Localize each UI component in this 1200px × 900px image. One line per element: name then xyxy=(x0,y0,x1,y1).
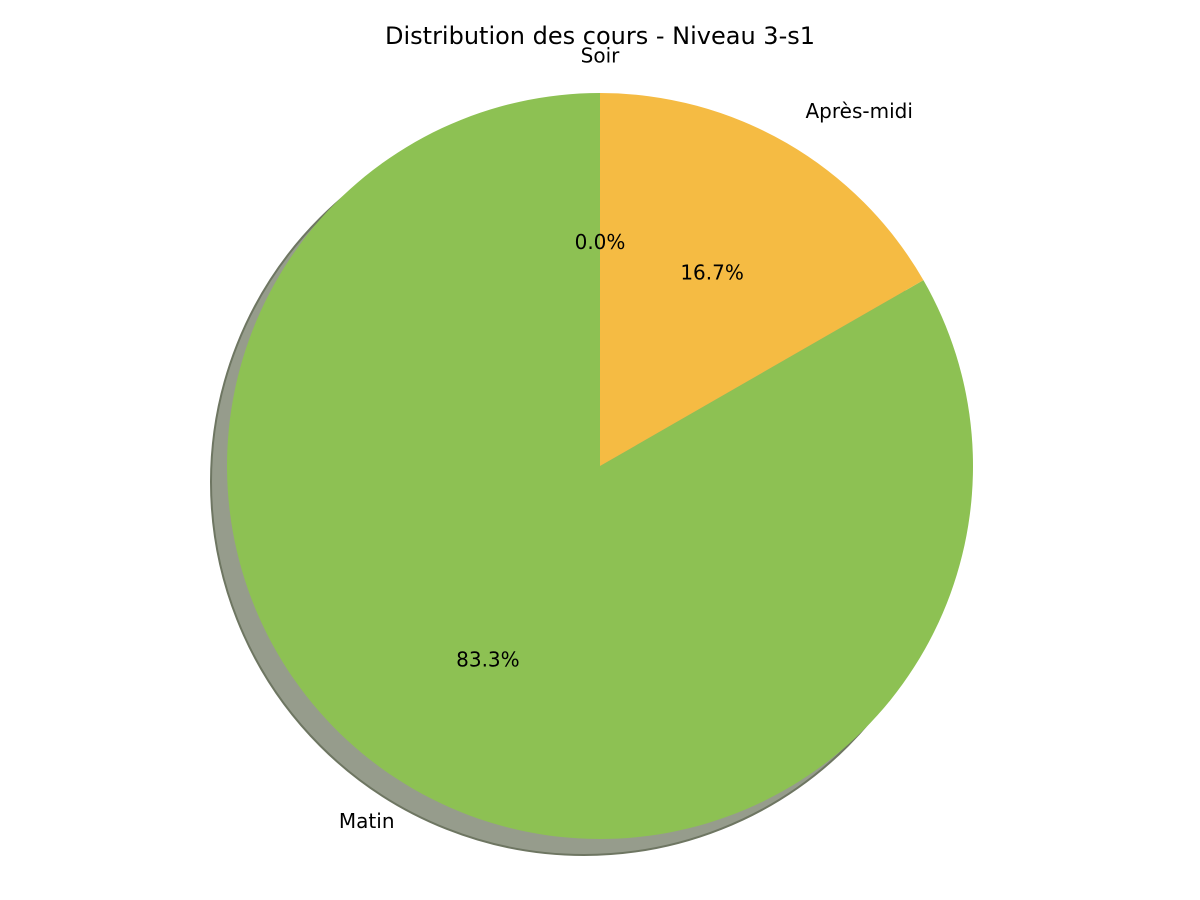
pie-slice-matin xyxy=(227,93,974,839)
slice-label-apres-midi: Après-midi xyxy=(806,99,913,123)
pie-labels: Matin 83.3% Après-midi 16.7% Soir 0.0% xyxy=(339,44,913,833)
slice-label-matin: Matin xyxy=(339,809,395,833)
chart-title: Distribution des cours - Niveau 3-s1 xyxy=(385,22,815,50)
slice-pct-matin: 83.3% xyxy=(456,648,520,672)
slice-pct-soir: 0.0% xyxy=(575,230,626,254)
pie-slices xyxy=(227,93,974,839)
slice-pct-apres-midi: 16.7% xyxy=(680,260,744,284)
pie-slice-apres-midi xyxy=(600,93,924,466)
slice-label-soir: Soir xyxy=(581,44,620,68)
